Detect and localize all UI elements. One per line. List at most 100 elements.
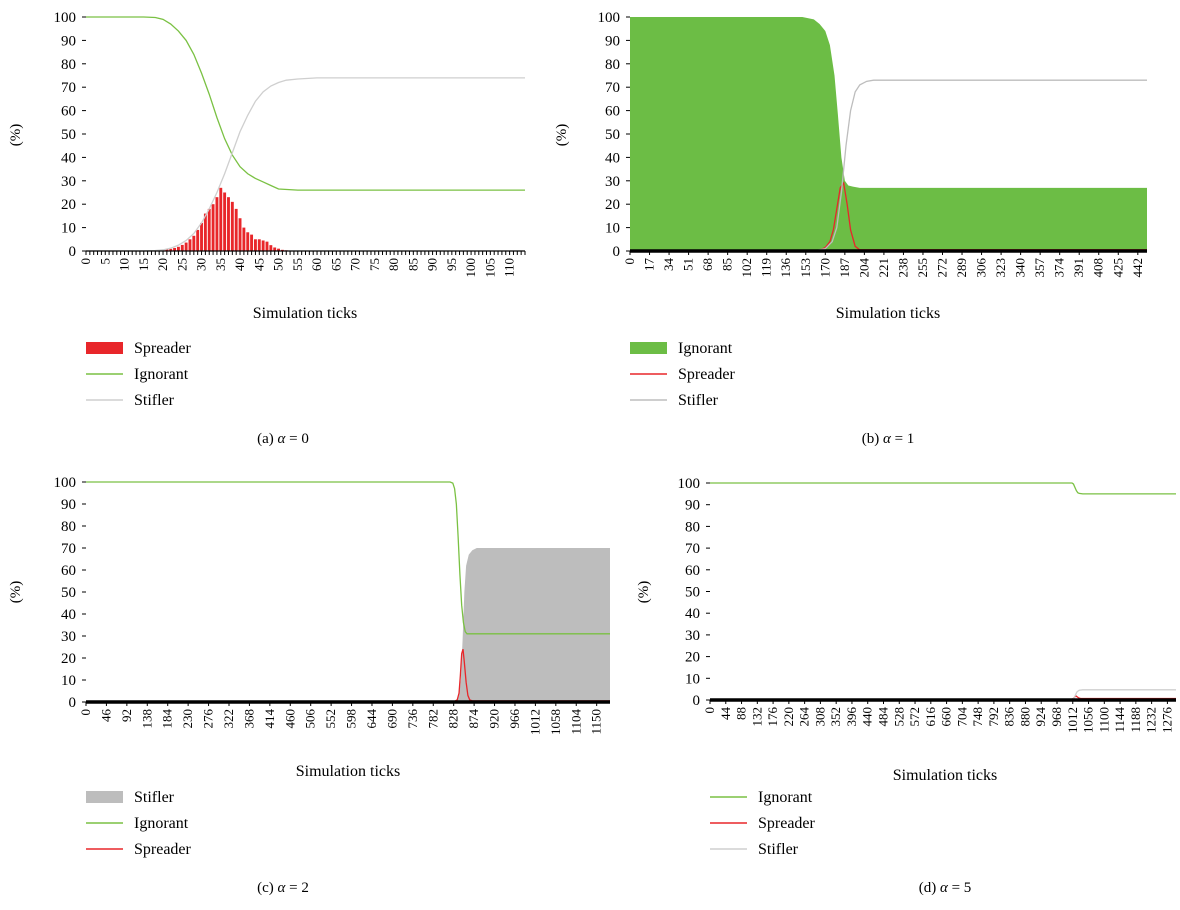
y-tick-label: 0 (693, 693, 701, 709)
x-tick-label: 836 (1002, 707, 1017, 727)
y-tick-label: 30 (605, 174, 620, 190)
y-tick-label: 30 (61, 174, 76, 190)
x-tick-label: 1012 (527, 709, 542, 735)
y-axis-title: (%) (636, 581, 652, 604)
bar-spreader (208, 209, 211, 251)
x-tick-label: 874 (466, 709, 481, 729)
y-tick-label: 90 (61, 497, 76, 513)
legend-label-spreader: Spreader (678, 366, 736, 383)
legend-label-stifler: Stifler (758, 841, 799, 858)
bar-spreader (189, 239, 192, 251)
bar-spreader (227, 197, 230, 251)
bar-spreader (196, 230, 199, 251)
y-tick-label: 0 (69, 695, 77, 711)
x-tick-label: 35 (213, 258, 228, 271)
panel-caption: (a) α = 0 (257, 431, 309, 447)
x-tick-label: 110 (502, 258, 517, 277)
y-axis-title: (%) (8, 124, 24, 147)
y-tick-label: 60 (685, 563, 700, 579)
x-tick-label: 704 (954, 707, 969, 727)
x-tick-label: 644 (364, 709, 379, 729)
bar-spreader (204, 214, 207, 251)
x-tick-label: 1058 (548, 709, 563, 735)
x-tick-label: 85 (405, 258, 420, 271)
x-tick-label: 138 (139, 709, 154, 729)
x-tick-label: 25 (174, 258, 189, 271)
x-tick-label: 425 (1110, 258, 1125, 278)
y-tick-label: 90 (61, 33, 76, 49)
bar-spreader (266, 242, 269, 251)
x-tick-label: 176 (765, 707, 780, 727)
bar-spreader (246, 232, 249, 251)
x-tick-label: 0 (78, 709, 93, 716)
x-tick-label: 920 (487, 709, 502, 729)
panel-caption: (b) α = 1 (862, 431, 915, 447)
y-axis-title: (%) (554, 124, 570, 147)
x-tick-label: 46 (98, 709, 113, 723)
x-tick-label: 442 (1130, 258, 1145, 278)
bar-spreader (254, 239, 257, 251)
x-tick-label: 880 (1017, 707, 1032, 727)
legend-label-spreader: Spreader (134, 340, 192, 357)
bar-spreader (239, 218, 242, 251)
x-tick-label: 187 (837, 258, 852, 278)
x-tick-label: 30 (194, 258, 209, 271)
bar-spreader (212, 204, 215, 251)
x-axis-title: Simulation ticks (893, 767, 997, 784)
bar-spreader (262, 240, 265, 251)
x-axis-title: Simulation ticks (253, 305, 357, 322)
x-tick-label: 968 (1049, 707, 1064, 727)
y-tick-label: 60 (61, 104, 76, 120)
y-tick-label: 70 (685, 541, 700, 557)
x-tick-label: 276 (201, 709, 216, 729)
y-tick-label: 90 (605, 33, 620, 49)
series-area-stifler (86, 548, 610, 702)
y-tick-label: 10 (61, 221, 76, 237)
series-line-ignorant (710, 483, 1176, 494)
x-tick-label: 391 (1071, 258, 1086, 278)
x-tick-label: 1188 (1128, 707, 1143, 733)
y-tick-label: 30 (685, 628, 700, 644)
x-tick-label: 322 (221, 709, 236, 729)
legend-label-ignorant: Ignorant (134, 815, 189, 832)
x-tick-label: 220 (781, 707, 796, 727)
x-tick-label: 50 (271, 258, 286, 271)
x-tick-label: 92 (119, 709, 134, 722)
y-tick-label: 0 (69, 244, 77, 260)
x-tick-label: 460 (282, 709, 297, 729)
caption-label: (c) (257, 880, 277, 896)
y-axis-title: (%) (8, 581, 24, 604)
series-line-ignorant (86, 17, 525, 190)
y-tick-label: 0 (613, 244, 621, 260)
x-tick-label: 924 (1033, 707, 1048, 727)
x-tick-label: 105 (482, 258, 497, 278)
legend-label-stifler: Stifler (134, 392, 175, 409)
x-tick-label: 368 (241, 709, 256, 729)
bar-spreader (250, 235, 253, 251)
x-tick-label: 1104 (568, 709, 583, 735)
x-tick-label: 1232 (1144, 707, 1159, 733)
x-tick-label: 88 (734, 707, 749, 720)
x-tick-label: 119 (759, 258, 774, 277)
bar-spreader (258, 239, 261, 251)
x-tick-label: 20 (155, 258, 170, 271)
y-tick-label: 20 (61, 197, 76, 213)
legend-label-ignorant: Ignorant (758, 789, 813, 806)
x-tick-label: 408 (1091, 258, 1106, 278)
legend-label-ignorant: Ignorant (678, 340, 733, 357)
x-tick-label: 690 (384, 709, 399, 729)
bar-spreader (269, 245, 272, 251)
x-tick-label: 1012 (1065, 707, 1080, 733)
y-tick-label: 80 (685, 519, 700, 535)
x-tick-label: 5 (97, 258, 112, 265)
caption-label: (b) (862, 431, 883, 447)
x-tick-label: 60 (309, 258, 324, 271)
y-tick-label: 20 (685, 650, 700, 666)
x-tick-label: 340 (1013, 258, 1028, 278)
y-tick-label: 10 (605, 221, 620, 237)
x-tick-label: 748 (970, 707, 985, 727)
x-tick-label: 782 (425, 709, 440, 729)
x-tick-label: 68 (700, 258, 715, 271)
x-tick-label: 0 (622, 258, 637, 265)
